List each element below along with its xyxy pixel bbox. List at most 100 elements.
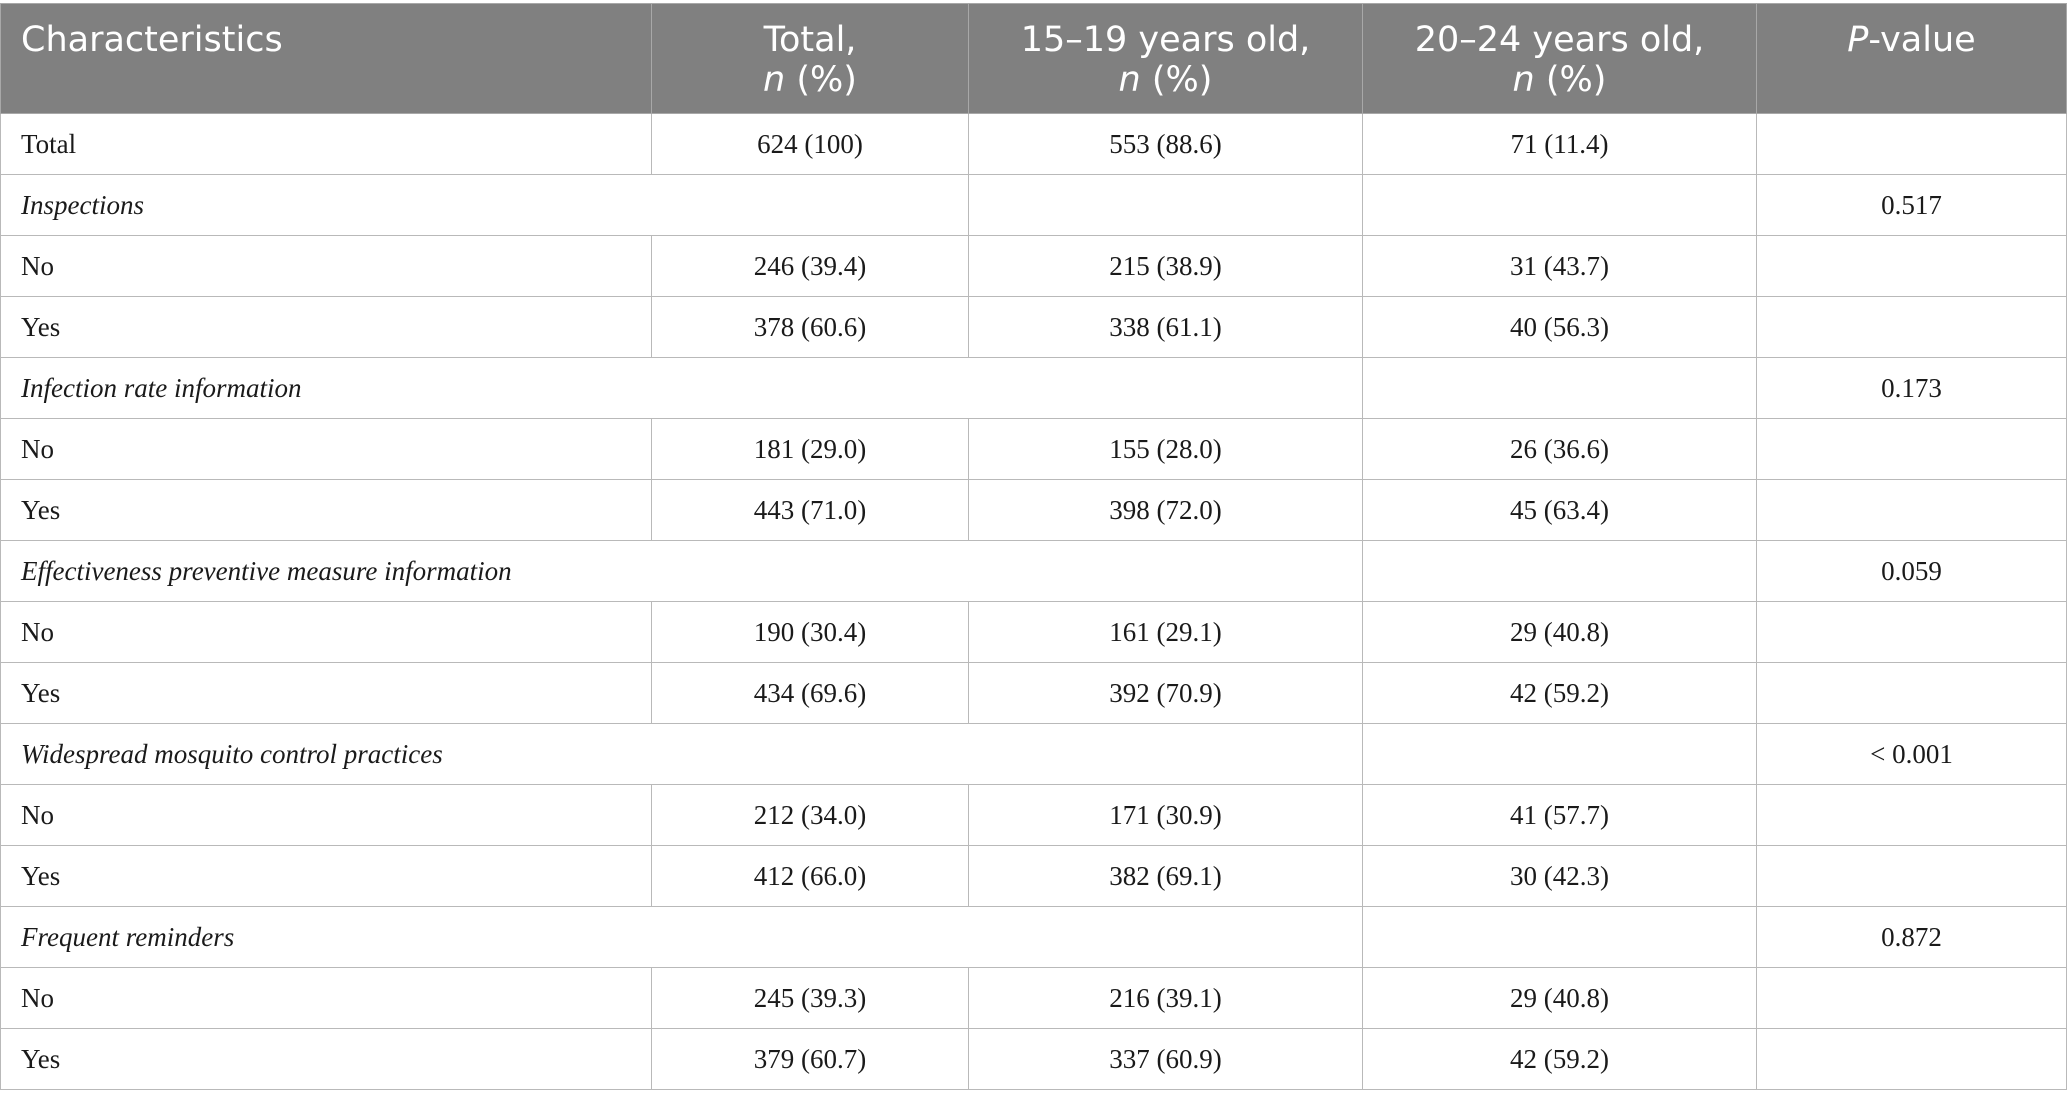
section-row: Frequent reminders 0.872 (0, 906, 2067, 968)
cell-age-20-24: 42 (59.2) (1362, 662, 1757, 724)
cell-age-20-24: 31 (43.7) (1362, 235, 1757, 297)
row-label: Yes (0, 1028, 652, 1090)
row-label: Yes (0, 845, 652, 907)
row-label: Yes (0, 662, 652, 724)
cell-total: 379 (60.7) (651, 1028, 969, 1090)
section-label: Effectiveness preventive measure informa… (0, 540, 1363, 602)
cell-age-15-19: 337 (60.9) (968, 1028, 1363, 1090)
cell-age-15-19: 398 (72.0) (968, 479, 1363, 541)
cell-age-15-19: 338 (61.1) (968, 296, 1363, 358)
cell-age-20-24: 26 (36.6) (1362, 418, 1757, 480)
cell-p-value (1756, 1028, 2067, 1090)
cell-p-value (1756, 113, 2067, 175)
cell-p-value: < 0.001 (1756, 723, 2067, 785)
table-body: Total 624 (100) 553 (88.6) 71 (11.4) Ins… (0, 113, 2067, 1090)
cell-age-20-24 (1362, 906, 1757, 968)
row-label: No (0, 418, 652, 480)
table-header: Characteristics Total, n (%) 15–19 years… (0, 3, 2067, 114)
header-total-n: n (763, 60, 786, 100)
section-label: Widespread mosquito control practices (0, 723, 1363, 785)
cell-age-20-24 (1362, 723, 1757, 785)
cell-age-20-24: 71 (11.4) (1362, 113, 1757, 175)
cell-age-20-24: 40 (56.3) (1362, 296, 1757, 358)
row-label: Total (0, 113, 652, 175)
cell-total: 378 (60.6) (651, 296, 969, 358)
cell-age-15-19: 553 (88.6) (968, 113, 1363, 175)
table-row: No 181 (29.0) 155 (28.0) 26 (36.6) (0, 418, 2067, 480)
cell-p-value (1756, 479, 2067, 541)
header-age1-n: n (1118, 60, 1141, 100)
cell-age-20-24: 41 (57.7) (1362, 784, 1757, 846)
cell-age-20-24: 45 (63.4) (1362, 479, 1757, 541)
cell-total: 246 (39.4) (651, 235, 969, 297)
table-row: No 212 (34.0) 171 (30.9) 41 (57.7) (0, 784, 2067, 846)
cell-age-15-19 (968, 174, 1363, 236)
cell-p-value (1756, 845, 2067, 907)
cell-p-value (1756, 296, 2067, 358)
cell-total: 412 (66.0) (651, 845, 969, 907)
header-age1-pct: (%) (1140, 60, 1213, 100)
cell-age-20-24: 42 (59.2) (1362, 1028, 1757, 1090)
cell-age-15-19: 155 (28.0) (968, 418, 1363, 480)
table-row: No 245 (39.3) 216 (39.1) 29 (40.8) (0, 967, 2067, 1029)
cell-age-15-19: 216 (39.1) (968, 967, 1363, 1029)
cell-total: 443 (71.0) (651, 479, 969, 541)
header-total-pct: (%) (785, 60, 857, 100)
section-row: Infection rate information 0.173 (0, 357, 2067, 419)
cell-p-value (1756, 662, 2067, 724)
cell-p-value (1756, 235, 2067, 297)
cell-age-15-19: 215 (38.9) (968, 235, 1363, 297)
header-age-15-19: 15–19 years old, n (%) (968, 3, 1363, 114)
row-label: Yes (0, 296, 652, 358)
cell-p-value (1756, 784, 2067, 846)
table-row: Yes 378 (60.6) 338 (61.1) 40 (56.3) (0, 296, 2067, 358)
cell-age-20-24 (1362, 540, 1757, 602)
cell-age-20-24: 29 (40.8) (1362, 601, 1757, 663)
section-row: Widespread mosquito control practices < … (0, 723, 2067, 785)
row-label: No (0, 784, 652, 846)
table-row: No 246 (39.4) 215 (38.9) 31 (43.7) (0, 235, 2067, 297)
cell-age-15-19: 392 (70.9) (968, 662, 1363, 724)
row-label: No (0, 235, 652, 297)
cell-total: 434 (69.6) (651, 662, 969, 724)
cell-total: 190 (30.4) (651, 601, 969, 663)
cell-p-value: 0.517 (1756, 174, 2067, 236)
header-row: Characteristics Total, n (%) 15–19 years… (0, 3, 2067, 114)
header-age2-pct: (%) (1534, 60, 1607, 100)
header-age2-n: n (1512, 60, 1535, 100)
table-row: Yes 443 (71.0) 398 (72.0) 45 (63.4) (0, 479, 2067, 541)
section-row: Effectiveness preventive measure informa… (0, 540, 2067, 602)
cell-total: 212 (34.0) (651, 784, 969, 846)
header-p-letter: P (1847, 20, 1869, 60)
section-label: Frequent reminders (0, 906, 1363, 968)
cell-age-20-24 (1362, 357, 1757, 419)
cell-p-value: 0.173 (1756, 357, 2067, 419)
row-label: No (0, 967, 652, 1029)
table-row: Yes 412 (66.0) 382 (69.1) 30 (42.3) (0, 845, 2067, 907)
cell-p-value (1756, 601, 2067, 663)
cell-total: 181 (29.0) (651, 418, 969, 480)
cell-age-15-19: 171 (30.9) (968, 784, 1363, 846)
row-label: No (0, 601, 652, 663)
cell-age-15-19: 161 (29.1) (968, 601, 1363, 663)
table-row: Yes 434 (69.6) 392 (70.9) 42 (59.2) (0, 662, 2067, 724)
cell-age-15-19: 382 (69.1) (968, 845, 1363, 907)
cell-age-20-24 (1362, 174, 1757, 236)
cell-p-value: 0.059 (1756, 540, 2067, 602)
row-label: Yes (0, 479, 652, 541)
header-p-rest: -value (1868, 20, 1976, 60)
cell-p-value (1756, 967, 2067, 1029)
header-characteristics: Characteristics (0, 3, 652, 114)
cell-p-value: 0.872 (1756, 906, 2067, 968)
table-row: No 190 (30.4) 161 (29.1) 29 (40.8) (0, 601, 2067, 663)
section-label: Inspections (0, 174, 969, 236)
header-total: Total, n (%) (651, 3, 969, 114)
cell-total: 624 (100) (651, 113, 969, 175)
header-p-value: P-value (1756, 3, 2067, 114)
table-row: Total 624 (100) 553 (88.6) 71 (11.4) (0, 113, 2067, 175)
cell-total: 245 (39.3) (651, 967, 969, 1029)
cell-age-20-24: 29 (40.8) (1362, 967, 1757, 1029)
cell-p-value (1756, 418, 2067, 480)
section-label: Infection rate information (0, 357, 1363, 419)
table-row: Yes 379 (60.7) 337 (60.9) 42 (59.2) (0, 1028, 2067, 1090)
